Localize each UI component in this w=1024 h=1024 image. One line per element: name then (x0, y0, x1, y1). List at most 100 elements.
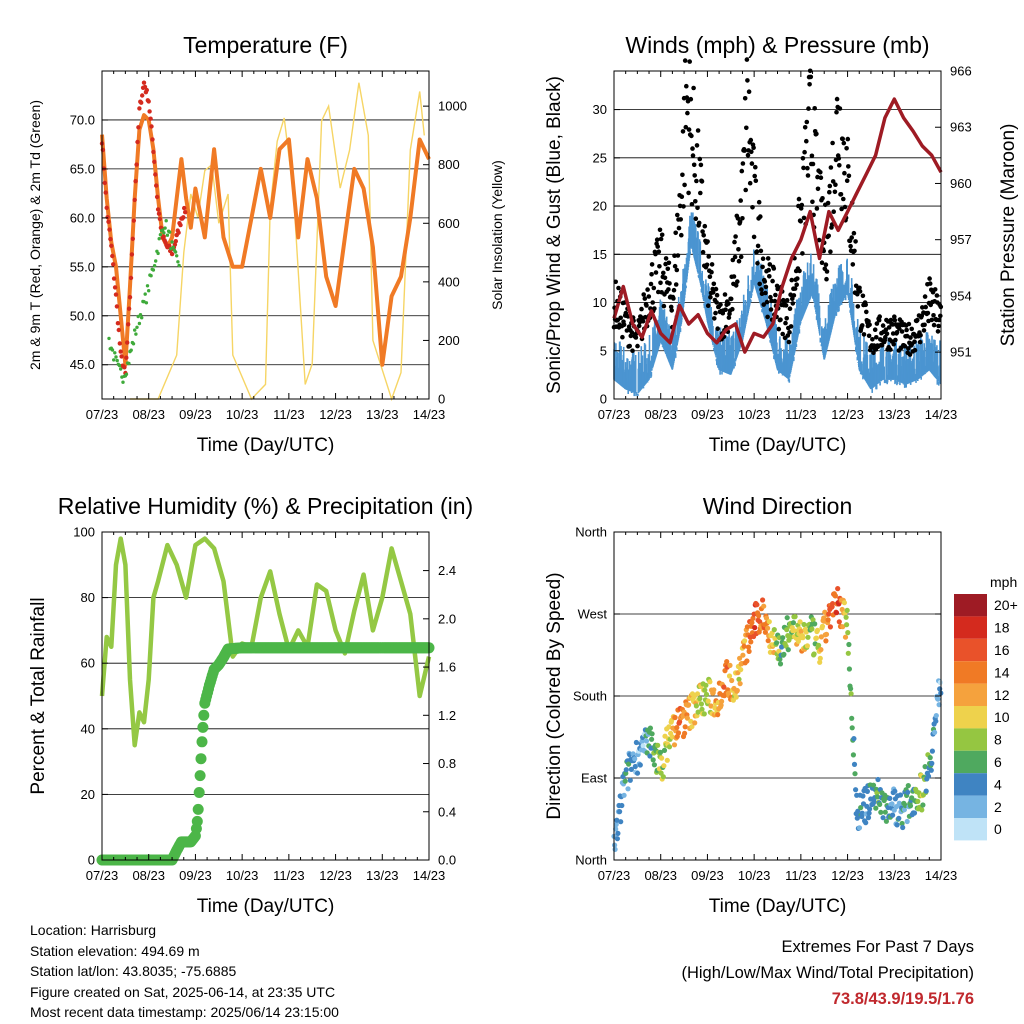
point-gust (870, 337, 875, 342)
point-gust (754, 178, 759, 183)
x-tick-label: 11/23 (785, 868, 817, 883)
point-gust (800, 203, 805, 208)
chart-title: Wind Direction (703, 493, 853, 519)
point-gust (767, 274, 772, 279)
point-2m-dewpoint (158, 237, 161, 240)
point-gust (751, 145, 756, 150)
point-gust (877, 314, 882, 319)
point-gust (801, 156, 806, 161)
point-gust (658, 228, 663, 233)
point-2m-temperature (183, 210, 187, 214)
point-wind-direction (615, 831, 620, 836)
point-gust (713, 311, 718, 316)
point-wind-direction (900, 825, 905, 830)
x-tick-label: 09/23 (691, 868, 724, 883)
point-2m-dewpoint (145, 301, 148, 304)
point-gust (843, 205, 848, 210)
x-tick-label: 14/23 (413, 407, 446, 422)
point-2m-temperature (106, 220, 110, 224)
point-gust (655, 244, 660, 249)
point-gust (745, 78, 750, 83)
point-gust (828, 249, 833, 254)
point-wind-direction (618, 819, 623, 824)
point-wind-direction (812, 621, 817, 626)
point-wind-direction (772, 627, 777, 632)
point-2m-temperature (162, 234, 166, 238)
point-wind-direction (920, 802, 925, 807)
y2-tick-label: 963 (950, 120, 972, 135)
point-wind-direction (655, 743, 660, 748)
y-axis-label: 2m & 9m T (Red, Orange) & 2m Td (Green) (27, 100, 43, 370)
x-tick-label: 13/23 (878, 868, 911, 883)
point-2m-dewpoint (147, 289, 150, 292)
point-wind-direction (892, 789, 897, 794)
point-wind-direction (760, 597, 765, 602)
point-gust (912, 339, 917, 344)
point-2m-temperature (154, 183, 158, 187)
point-gust (888, 347, 893, 352)
point-wind-direction (752, 625, 757, 630)
point-2m-temperature (126, 322, 130, 326)
plot-area-winds (612, 57, 943, 396)
point-wind-direction (648, 726, 653, 731)
x-tick-label: 09/23 (179, 407, 212, 422)
point-gust (652, 286, 657, 291)
point-gust (723, 292, 728, 297)
point-wind-direction (651, 757, 656, 762)
point-gust (867, 334, 872, 339)
point-2m-temperature (133, 198, 137, 202)
point-gust (932, 323, 937, 328)
point-gust (852, 249, 857, 254)
point-gust (851, 262, 856, 267)
point-wind-direction (908, 803, 913, 808)
point-gust (673, 231, 678, 236)
point-wind-direction (765, 626, 770, 631)
point-wind-direction (863, 820, 868, 825)
point-gust (922, 323, 927, 328)
point-gust (750, 205, 755, 210)
point-gust (676, 253, 681, 258)
point-gust (732, 240, 737, 245)
plot-area-temperature (100, 81, 429, 400)
point-gust (867, 322, 872, 327)
point-gust (784, 316, 789, 321)
point-2m-temperature (181, 215, 185, 219)
point-wind-direction (853, 787, 858, 792)
y-tick-label: 65.0 (70, 161, 95, 176)
point-2m-temperature (145, 88, 149, 92)
point-gust (703, 224, 708, 229)
point-2m-dewpoint (172, 246, 175, 249)
point-wind-direction (667, 744, 672, 749)
chart-title: Relative Humidity (%) & Precipitation (i… (58, 493, 473, 519)
point-gust (701, 233, 706, 238)
point-gust (777, 327, 782, 332)
point-gust (927, 276, 932, 281)
point-2m-temperature (151, 150, 155, 154)
point-wind-direction (734, 695, 739, 700)
point-2m-temperature (103, 181, 107, 185)
y-tick-label: 5 (600, 343, 607, 358)
point-gust (780, 332, 785, 337)
point-wind-direction (778, 661, 783, 666)
y-axis-label: Direction (Colored By Speed) (544, 572, 565, 819)
point-wind-direction (938, 680, 943, 685)
point-2m-temperature (109, 244, 113, 248)
extremes-values: 73.8/43.9/19.5/1.76 (681, 986, 974, 1012)
y-tick-label: 45.0 (70, 357, 95, 372)
point-gust (787, 330, 792, 335)
point-gust (848, 244, 853, 249)
point-gust (677, 226, 682, 231)
point-wind-direction (800, 635, 805, 640)
x-tick-label: 07/23 (598, 868, 631, 883)
point-gust (739, 255, 744, 260)
point-wind-direction (905, 819, 910, 824)
point-wind-direction (883, 810, 888, 815)
point-wind-direction (711, 687, 716, 692)
point-2m-dewpoint (152, 268, 155, 271)
point-wind-direction (826, 617, 831, 622)
point-wind-direction (935, 697, 940, 702)
point-wind-direction (820, 624, 825, 629)
point-wind-direction (843, 635, 848, 640)
point-2m-temperature (115, 304, 119, 308)
point-wind-direction (912, 810, 917, 815)
